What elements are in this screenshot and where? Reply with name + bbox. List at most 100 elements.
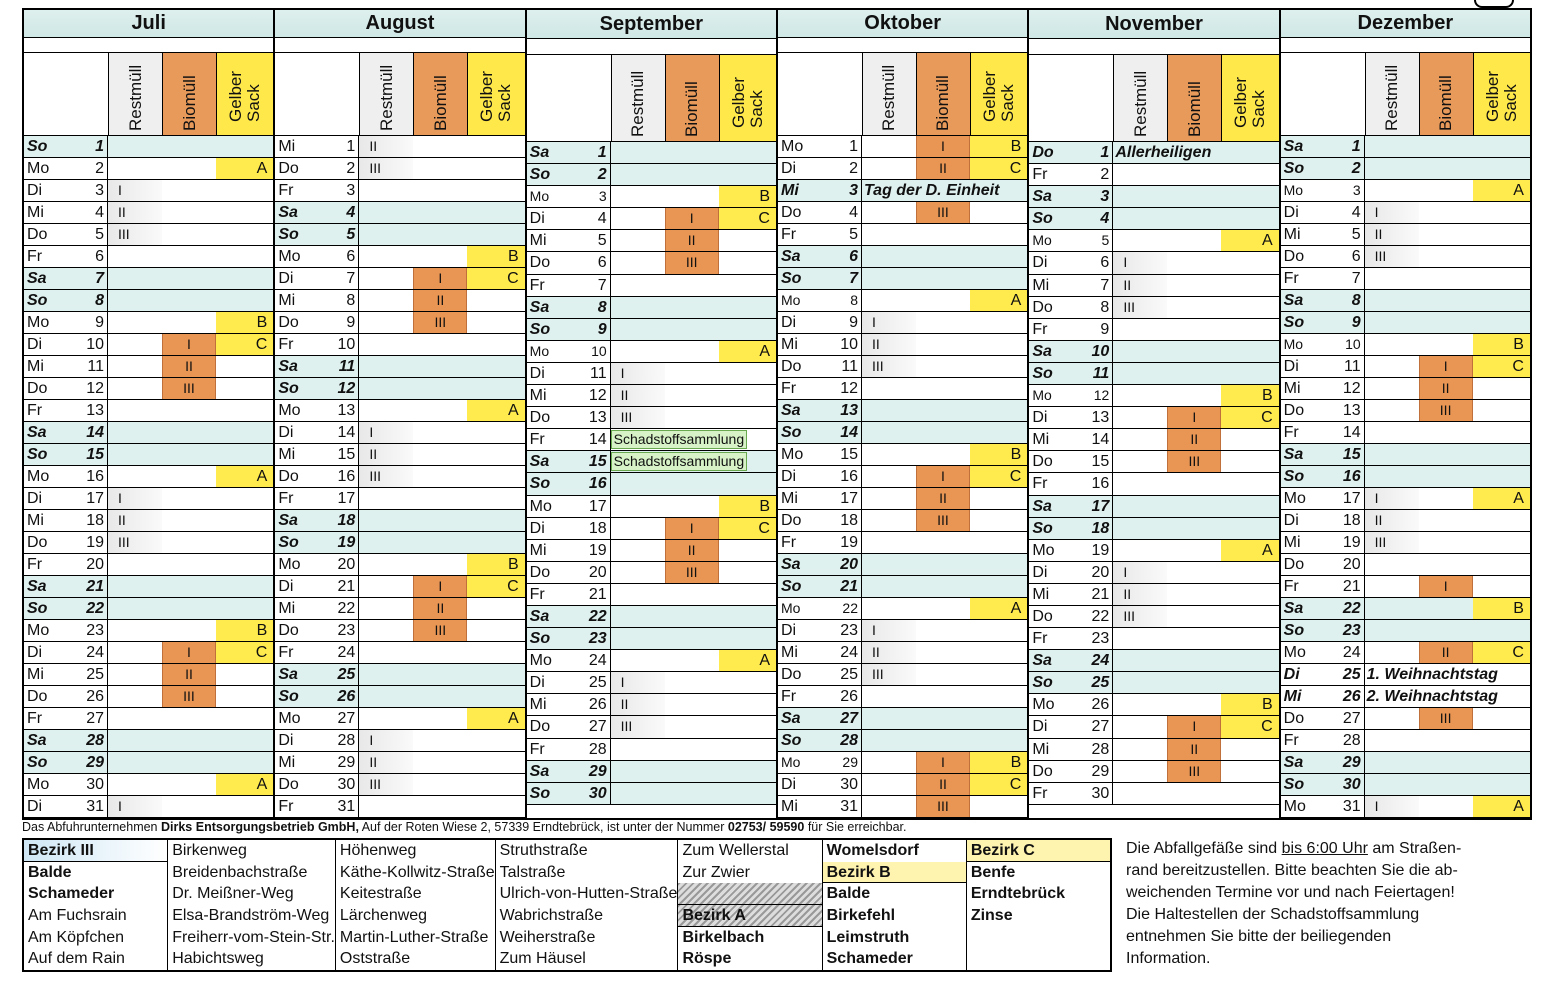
- weekday: Mo: [27, 776, 50, 793]
- header-gelb-label: Gelber Sack: [728, 76, 766, 128]
- weekday: Sa: [1032, 497, 1052, 515]
- day-row: Mo 20 B: [275, 554, 525, 576]
- restmuell-cell: I: [108, 796, 162, 817]
- gelber-sack-cell: [1221, 606, 1278, 627]
- restmuell-cell: [359, 400, 413, 421]
- biomuell-cell: [162, 730, 216, 751]
- restmuell-cell: [1113, 230, 1167, 251]
- day-row: Mo 12 B: [1029, 385, 1279, 408]
- day-row: Sa 10: [1029, 340, 1279, 363]
- gelber-sack-cell: [1221, 275, 1278, 296]
- day-row: So 5: [275, 224, 525, 246]
- day-number: 26: [840, 688, 858, 705]
- restmuell-cell: I: [359, 422, 414, 443]
- legend-item: Am Köpfchen: [28, 928, 125, 946]
- day-cell: Mi 17: [778, 488, 862, 509]
- month-juli: Juli Restmüll Biomüll Gelber Sack So 1 Mo 2 A Di 3…: [24, 10, 276, 818]
- restmuell-cell: [359, 488, 413, 509]
- gelber-sack-cell: B: [467, 554, 525, 575]
- info-line: Die Haltestellen der Schadstoffsammlung: [1126, 906, 1420, 923]
- biomuell-cell: [1167, 584, 1221, 605]
- weekday: Mo: [529, 342, 550, 359]
- day-cell: Di 27: [1029, 716, 1114, 738]
- day-row: Di 2 II C: [777, 158, 1028, 180]
- gelber-sack-cell: [970, 334, 1027, 355]
- biomuell-cell: [665, 628, 719, 649]
- header-bio: Biomüll: [664, 55, 719, 141]
- restmuell-cell: [611, 297, 665, 318]
- weekday: Mi: [1283, 226, 1301, 243]
- day-cell: Fr 24: [275, 642, 360, 663]
- restmuell-cell: [611, 252, 665, 273]
- day-cell: Mi 12: [1281, 378, 1365, 399]
- holiday-note: Tag der D. Einheit: [863, 182, 1000, 199]
- day-row: Mi 3 Tag der D. Einheit: [777, 180, 1028, 202]
- header-rest: Restmüll: [1113, 55, 1168, 141]
- restmuell-cell: [108, 774, 162, 795]
- weekday: Di: [529, 674, 545, 692]
- biomuell-cell: [1167, 385, 1221, 406]
- gelber-sack-cell: [1473, 224, 1530, 245]
- biomuell-cell: [665, 694, 719, 715]
- weekday: Mi: [780, 336, 798, 353]
- day-number: 15: [86, 446, 104, 463]
- restmuell-cell: [862, 686, 916, 707]
- day-number: 17: [840, 490, 858, 507]
- header-bio: Biomüll: [1418, 53, 1473, 135]
- gelber-sack-cell: [719, 275, 776, 296]
- gelber-sack-cell: [467, 290, 524, 311]
- biomuell-cell: III: [162, 378, 216, 399]
- weekday: Mo: [780, 754, 801, 770]
- day-cell: Sa 8: [1281, 290, 1365, 311]
- weekday: Do: [1283, 248, 1305, 265]
- restmuell-cell: [1113, 186, 1167, 207]
- biomuell-cell: [1419, 334, 1473, 355]
- day-row: Mo 8 A: [777, 290, 1028, 312]
- biomuell-cell: [916, 224, 970, 245]
- restmuell-cell: II: [108, 510, 162, 531]
- gelber-sack-cell: [970, 268, 1027, 289]
- restmuell-cell: [1365, 466, 1419, 487]
- day-cell: Do 13: [527, 407, 611, 429]
- day-row: Mo 1 I B: [777, 136, 1028, 158]
- day-row: Sa 7: [24, 268, 274, 290]
- gelber-sack-cell: [719, 385, 776, 406]
- header-rest-label: Restmüll: [125, 64, 145, 131]
- restmuell-cell: [611, 473, 665, 494]
- biomuell-cell: [916, 620, 970, 641]
- restmuell-cell: [1365, 290, 1419, 311]
- day-number: 6: [1100, 254, 1110, 272]
- restmuell-cell: [611, 606, 665, 627]
- gelber-sack-cell: [216, 378, 273, 399]
- weekday: So: [27, 292, 48, 309]
- weekday: Mo: [27, 468, 50, 485]
- biomuell-cell: [162, 774, 216, 795]
- restmuell-cell: [359, 664, 413, 685]
- weekday: Fr: [1283, 424, 1299, 441]
- biomuell-cell: [162, 554, 216, 575]
- day-row: Mi 26 2. Weihnachtstag: [1280, 686, 1530, 708]
- day-cell: Mo 17: [1281, 488, 1365, 509]
- gelber-sack-cell: [467, 796, 524, 817]
- day-row: Do 13 III: [1280, 400, 1530, 422]
- gelber-sack-cell: B: [1472, 598, 1530, 619]
- day-row: Di 4 I C: [526, 208, 776, 231]
- day-row: Fr 23: [1029, 628, 1279, 651]
- column-headers: Restmüll Biomüll Gelber Sack: [24, 53, 274, 136]
- biomuell-cell: [162, 246, 216, 267]
- day-row: Mi 11 II: [24, 356, 274, 378]
- weekday: Mo: [278, 556, 301, 573]
- weekday: Mi: [1283, 380, 1301, 397]
- gelber-sack-cell: [970, 400, 1027, 421]
- restmuell-cell: III: [359, 774, 414, 795]
- restmuell-cell: [862, 136, 916, 157]
- day-row: Fr 24: [275, 642, 525, 664]
- day-cell: So 7: [778, 268, 862, 289]
- restmuell-cell: [1365, 752, 1419, 773]
- day-row: So 1: [24, 136, 274, 158]
- restmuell-cell: III: [359, 158, 414, 179]
- day-cell: Mo 19: [1029, 539, 1114, 561]
- weekday: Sa: [278, 512, 298, 529]
- weekday: So: [529, 475, 551, 493]
- biomuell-cell: [413, 422, 467, 443]
